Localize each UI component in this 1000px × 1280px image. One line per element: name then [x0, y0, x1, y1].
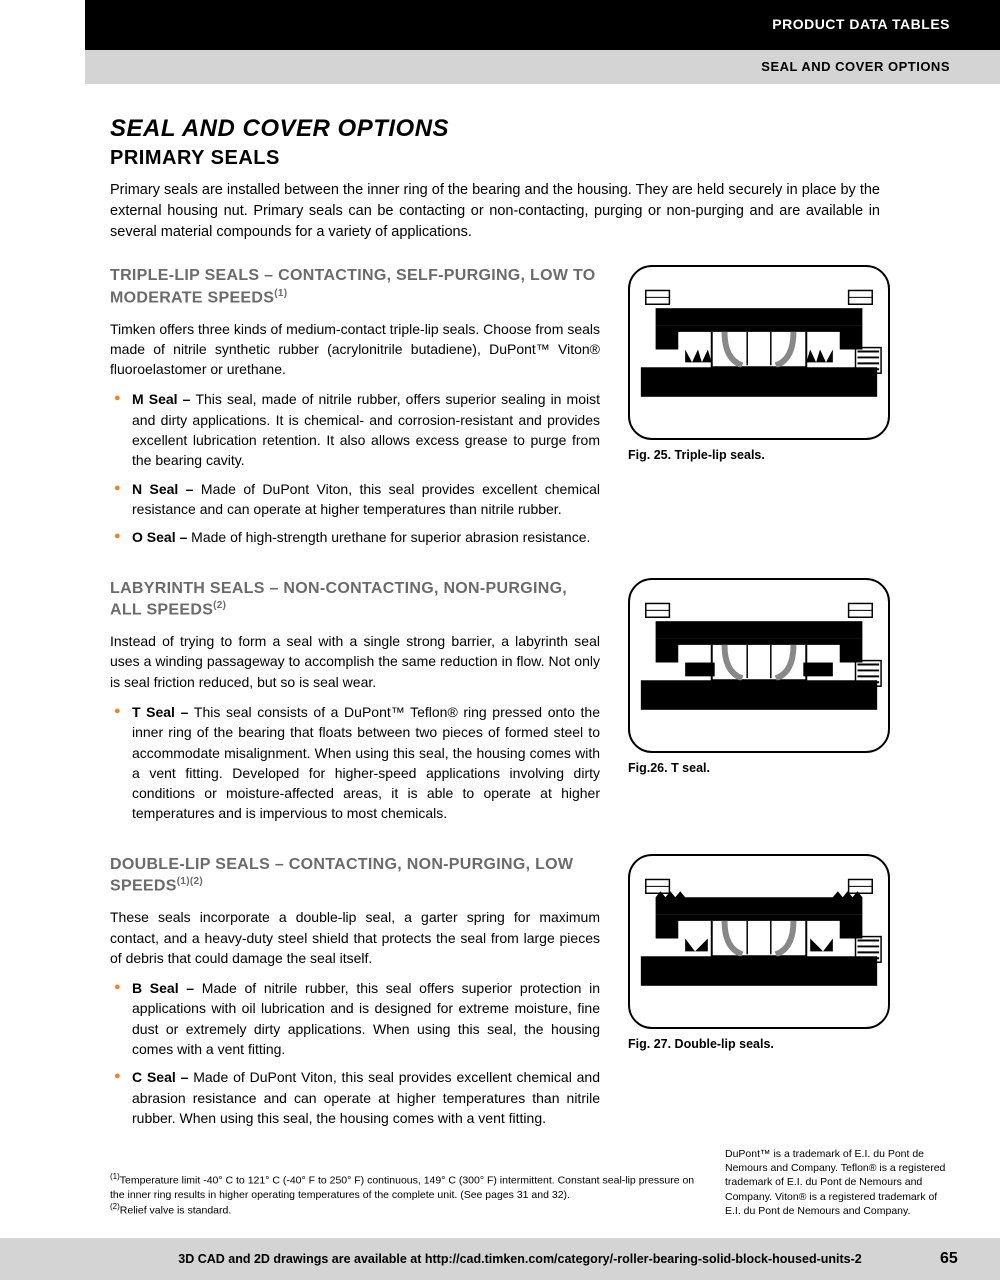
seal-list-item: T Seal – This seal consists of a DuPont™…	[114, 702, 600, 824]
seal-list-item: N Seal – Made of DuPont Viton, this seal…	[114, 479, 600, 520]
section-title: LABYRINTH SEALS – NON-CONTACTING, NON-PU…	[110, 578, 600, 622]
section-body: Instead of trying to form a seal with a …	[110, 631, 600, 692]
page-subtitle: PRIMARY SEALS	[110, 147, 950, 170]
figure-column: Fig. 25. Triple-lip seals.	[628, 265, 890, 555]
page: PRODUCT DATA TABLES SEAL AND COVER OPTIO…	[0, 0, 1000, 1280]
content-area: SEAL AND COVER OPTIONS PRIMARY SEALS Pri…	[110, 115, 950, 1158]
section-row: LABYRINTH SEALS – NON-CONTACTING, NON-PU…	[110, 578, 950, 832]
section-text: TRIPLE-LIP SEALS – CONTACTING, SELF-PURG…	[110, 265, 600, 555]
figure-caption: Fig.26. T seal.	[628, 761, 890, 775]
section-row: TRIPLE-LIP SEALS – CONTACTING, SELF-PURG…	[110, 265, 950, 555]
seal-list: T Seal – This seal consists of a DuPont™…	[110, 702, 600, 824]
figure-diagram	[628, 854, 890, 1029]
footer-bar: 3D CAD and 2D drawings are available at …	[0, 1238, 1000, 1280]
figure-column: Fig. 27. Double-lip seals.	[628, 854, 890, 1136]
section-title: DOUBLE-LIP SEALS – CONTACTING, NON-PURGI…	[110, 854, 600, 898]
page-number: 65	[940, 1250, 1000, 1268]
intro-paragraph: Primary seals are installed between the …	[110, 180, 880, 243]
seal-list-item: O Seal – Made of high-strength urethane …	[114, 527, 600, 547]
seal-list-item: C Seal – Made of DuPont Viton, this seal…	[114, 1067, 600, 1128]
seal-list: M Seal – This seal, made of nitrile rubb…	[110, 389, 600, 547]
seal-list-item: B Seal – Made of nitrile rubber, this se…	[114, 978, 600, 1059]
seal-list: B Seal – Made of nitrile rubber, this se…	[110, 978, 600, 1128]
section-text: LABYRINTH SEALS – NON-CONTACTING, NON-PU…	[110, 578, 600, 832]
footnotes: (1)Temperature limit -40° C to 121° C (-…	[110, 1172, 700, 1218]
seal-list-item: M Seal – This seal, made of nitrile rubb…	[114, 389, 600, 470]
header-black-bar: PRODUCT DATA TABLES	[85, 0, 1000, 50]
section-text: DOUBLE-LIP SEALS – CONTACTING, NON-PURGI…	[110, 854, 600, 1136]
figure-diagram	[628, 265, 890, 440]
figure-caption: Fig. 27. Double-lip seals.	[628, 1037, 890, 1051]
section-row: DOUBLE-LIP SEALS – CONTACTING, NON-PURGI…	[110, 854, 950, 1136]
header-gray-bar: SEAL AND COVER OPTIONS	[85, 50, 1000, 84]
trademark-notice: DuPont™ is a trademark of E.I. du Pont d…	[725, 1147, 950, 1218]
section-body: These seals incorporate a double-lip sea…	[110, 907, 600, 968]
figure-caption: Fig. 25. Triple-lip seals.	[628, 448, 890, 462]
section-body: Timken offers three kinds of medium-cont…	[110, 319, 600, 380]
figure-column: Fig.26. T seal.	[628, 578, 890, 832]
page-title: SEAL AND COVER OPTIONS	[110, 115, 950, 143]
footer-text: 3D CAD and 2D drawings are available at …	[0, 1252, 940, 1266]
figure-diagram	[628, 578, 890, 753]
section-title: TRIPLE-LIP SEALS – CONTACTING, SELF-PURG…	[110, 265, 600, 309]
